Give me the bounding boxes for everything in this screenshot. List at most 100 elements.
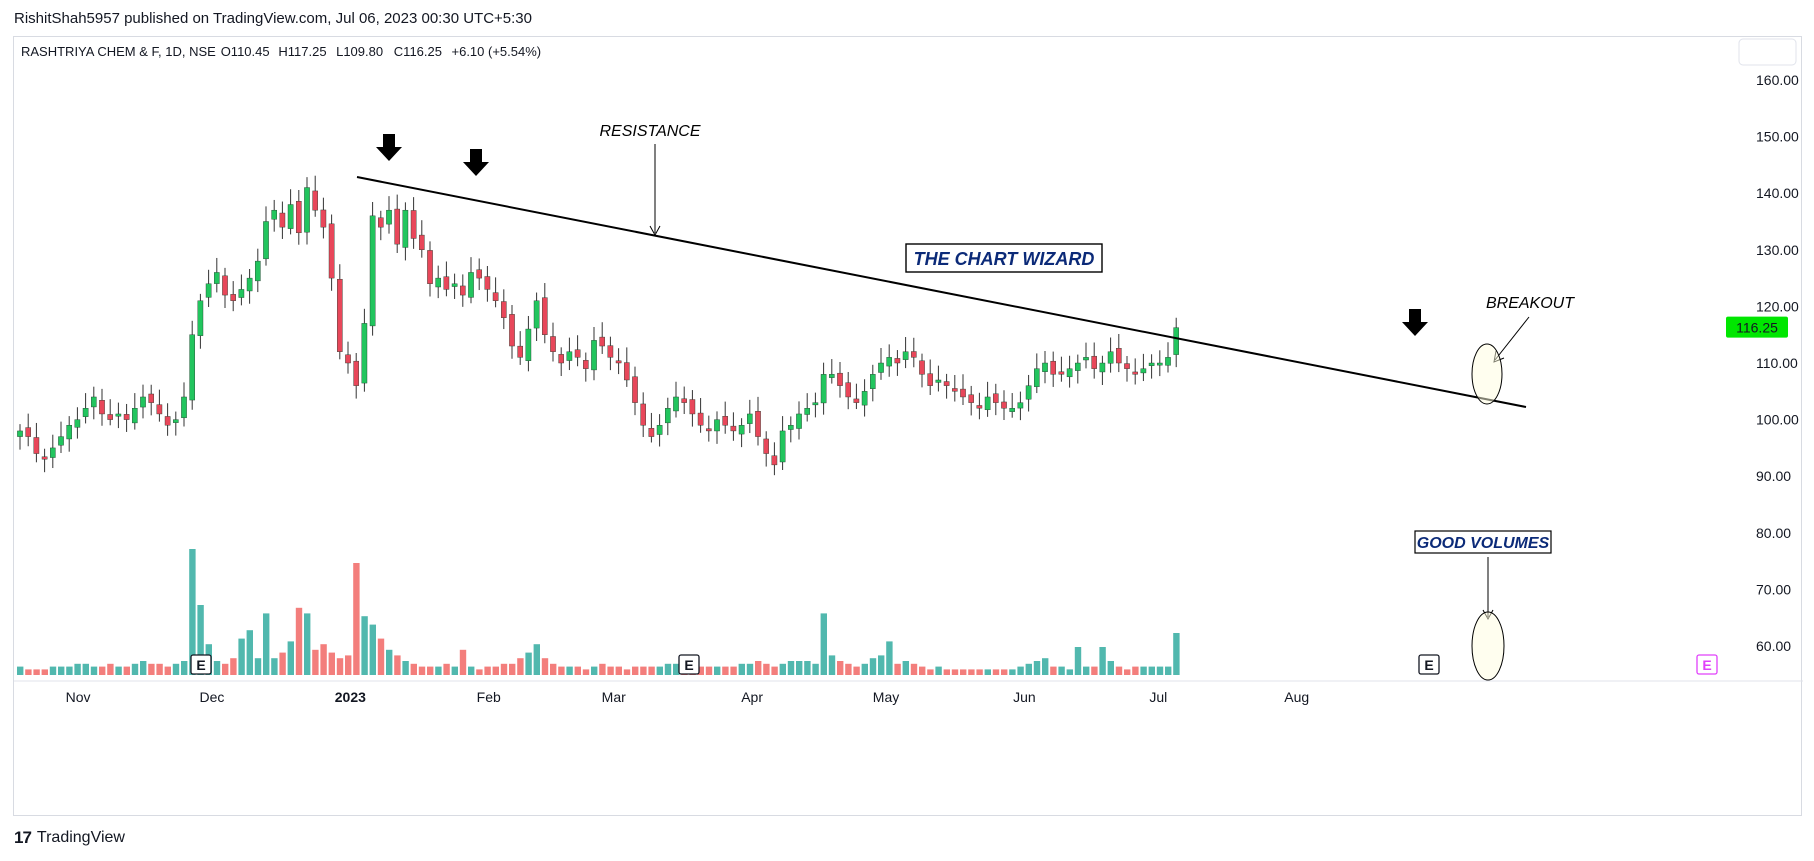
- candle: [1140, 353, 1147, 382]
- price-chart[interactable]: RASHTRIYA CHEM & F, 1D, NSE O110.45 H117.2…: [14, 37, 1803, 817]
- volume-bar: [41, 669, 48, 675]
- time-tick-label: Apr: [741, 689, 763, 705]
- candle-body: [533, 300, 540, 329]
- volume-bar: [763, 663, 770, 675]
- candle: [25, 413, 32, 447]
- candle: [853, 383, 860, 410]
- volume-bar: [476, 669, 483, 675]
- price-tick-label: 160.00: [1756, 72, 1799, 88]
- candle-body: [1058, 371, 1065, 375]
- candle: [583, 352, 589, 382]
- volume-bar: [656, 666, 663, 675]
- candle-body: [164, 416, 171, 426]
- volume-bar: [673, 663, 680, 675]
- candle: [763, 431, 769, 467]
- price-tick-label: 70.00: [1756, 581, 1791, 597]
- volume-bar: [599, 663, 606, 675]
- volume-bar: [927, 669, 934, 675]
- candle-body: [574, 349, 581, 358]
- volume-bar: [1115, 666, 1123, 675]
- volume-bar: [812, 663, 819, 675]
- candle: [369, 201, 376, 336]
- candle: [673, 381, 679, 418]
- volume-bar: [550, 663, 557, 675]
- volume-bar: [771, 666, 778, 675]
- candle: [156, 389, 163, 422]
- candle-body: [509, 314, 515, 347]
- candle: [624, 347, 630, 387]
- candle: [681, 386, 687, 415]
- candle: [189, 320, 196, 410]
- candle: [1107, 337, 1114, 373]
- resistance-label: RESISTANCE: [599, 123, 700, 140]
- volume-bar: [591, 666, 598, 675]
- candle-body: [66, 425, 72, 440]
- candle-body: [410, 210, 417, 239]
- candle-body: [656, 425, 663, 435]
- volume-bar: [172, 663, 180, 675]
- candle-body: [788, 425, 794, 430]
- candle: [525, 315, 532, 372]
- candle-body: [861, 391, 868, 406]
- candle-body: [501, 301, 507, 318]
- candle: [714, 411, 720, 444]
- candle: [410, 197, 417, 249]
- volume-bar: [90, 666, 98, 675]
- candle-body: [591, 340, 597, 371]
- candle: [172, 411, 179, 436]
- volume-bar: [369, 624, 376, 675]
- candle-body: [1066, 368, 1073, 378]
- price-tick-label: 130.00: [1756, 242, 1799, 258]
- candle-body: [1083, 357, 1089, 361]
- volume-bar: [582, 669, 590, 675]
- candle-body: [189, 334, 196, 401]
- volume-bar: [1042, 658, 1049, 675]
- candle-body: [681, 398, 687, 403]
- candle: [960, 374, 966, 406]
- candle: [1058, 356, 1065, 382]
- legend-open: O110.45: [221, 44, 270, 59]
- volume-bar: [1173, 633, 1180, 675]
- candle-body: [1074, 362, 1081, 371]
- volume-bar: [640, 666, 647, 675]
- candle: [968, 385, 974, 416]
- volume-bar: [263, 613, 270, 675]
- candle-body: [451, 283, 458, 287]
- candle: [41, 448, 48, 473]
- candle-body: [615, 360, 622, 364]
- candle-body: [378, 217, 384, 228]
- volume-bar: [492, 666, 499, 675]
- volume-bar: [287, 641, 294, 675]
- candle: [755, 396, 761, 446]
- candle-body: [640, 403, 646, 426]
- volume-bar: [730, 666, 737, 675]
- volume-bar: [1025, 663, 1032, 675]
- candle: [738, 418, 745, 448]
- candle-body: [927, 373, 933, 386]
- candle: [706, 415, 712, 442]
- resistance-trendline: [356, 176, 1527, 408]
- candle-body: [50, 447, 56, 458]
- last-price-tag: 116.25: [1726, 316, 1788, 338]
- candle-body: [123, 414, 130, 420]
- candle-body: [755, 411, 761, 437]
- candle-body: [542, 297, 548, 335]
- candle-body: [722, 416, 728, 426]
- candle-body: [222, 275, 228, 296]
- time-tick-label: Nov: [66, 689, 91, 705]
- volume-bar: [992, 669, 1000, 675]
- candle-body: [706, 428, 712, 432]
- candle: [476, 258, 483, 291]
- time-axis: Nov Dec 2023 Feb Mar Apr May Jun Jul Aug: [66, 689, 1310, 705]
- volume-bar: [1058, 666, 1065, 675]
- volume-bar: [345, 655, 352, 675]
- candle-body: [1099, 362, 1106, 373]
- time-tick-label: Jun: [1013, 689, 1036, 705]
- candle-body: [771, 455, 778, 466]
- candle-body: [779, 430, 786, 463]
- candle-body: [181, 396, 187, 419]
- candle: [484, 266, 491, 302]
- volume-bar: [312, 649, 319, 675]
- volume-bar: [254, 658, 262, 675]
- candle-body: [25, 427, 32, 437]
